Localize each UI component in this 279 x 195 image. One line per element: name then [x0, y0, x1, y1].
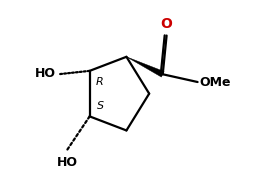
Text: O: O	[161, 17, 172, 31]
Text: OMe: OMe	[199, 75, 231, 89]
Text: R: R	[95, 77, 103, 87]
Polygon shape	[126, 57, 164, 77]
Text: HO: HO	[56, 156, 77, 169]
Text: S: S	[97, 101, 105, 111]
Text: HO: HO	[35, 67, 56, 80]
